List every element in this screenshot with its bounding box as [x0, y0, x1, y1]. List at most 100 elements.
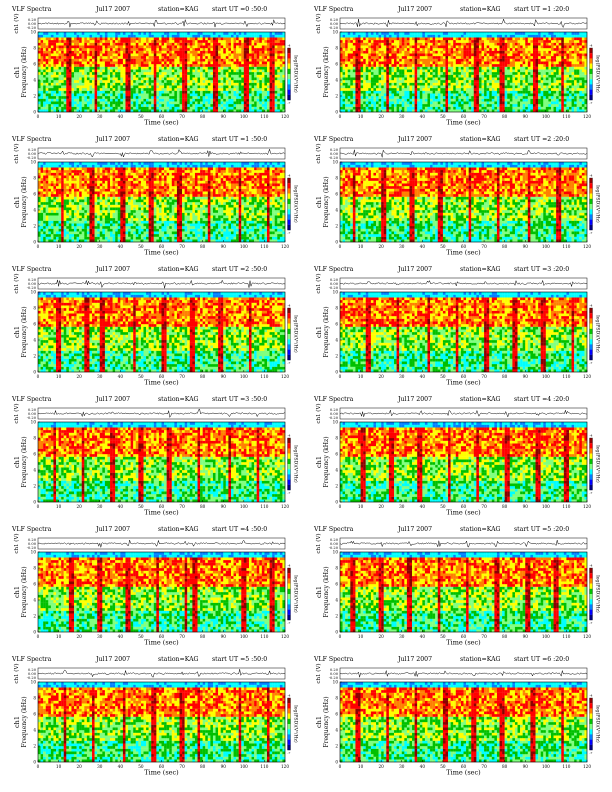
chart-date: Jul17 2007 — [398, 656, 432, 663]
x-tick-label: 30 — [97, 374, 103, 379]
x-tick-label: 60 — [159, 244, 165, 249]
colorbar-tick-label: -7 — [590, 751, 593, 755]
chart-start-time: start UT =3 :20:0 — [514, 266, 569, 273]
trace-axis-label: ch1 (V) — [13, 13, 20, 33]
spectrogram-cells — [38, 422, 286, 503]
spectrogram-cells — [38, 682, 286, 763]
y-tick-label: 8 — [33, 306, 36, 311]
trace-line — [339, 670, 588, 678]
trace-line — [339, 149, 588, 158]
x-tick-label: 120 — [281, 244, 289, 249]
colorbar-tick-label: -7 — [590, 621, 593, 625]
trace-tick-label: 0.20 — [330, 18, 339, 22]
x-tick-label: 90 — [221, 634, 227, 639]
trace-tick-label: 0.00 — [330, 152, 339, 156]
colorbar-tick-label: -4 — [288, 44, 291, 48]
y-tick-label: 2 — [33, 94, 36, 99]
trace-frame — [37, 667, 286, 680]
chart-start-time: start UT =3 :50:0 — [212, 396, 267, 403]
chart-title: VLF Spectra — [12, 526, 51, 533]
colorbar-label: log(PSD)(V²/Hz) — [293, 55, 300, 93]
chart-date: Jul17 2007 — [398, 6, 432, 13]
trace-axis-label: ch1 (V) — [13, 403, 20, 423]
y-tick-label: 10 — [333, 160, 339, 165]
y-tick-label: 0 — [335, 370, 338, 375]
x-tick-label: 30 — [97, 244, 103, 249]
trace-tick-label: 0.00 — [28, 412, 37, 416]
x-tick-label: 120 — [281, 114, 289, 119]
x-tick-label: 0 — [339, 504, 342, 509]
x-tick-label: 80 — [502, 374, 508, 379]
colorbar — [287, 308, 291, 361]
x-tick-label: 120 — [583, 634, 591, 639]
x-tick-label: 10 — [56, 634, 62, 639]
trace-line — [37, 539, 286, 548]
y-tick-label: 8 — [335, 46, 338, 51]
trace-frame — [339, 147, 588, 160]
y-axis-label: Frequency (kHz) — [323, 306, 330, 357]
chart-date: Jul17 2007 — [398, 266, 432, 273]
x-tick-label: 110 — [260, 114, 268, 119]
y-tick-label: 4 — [33, 78, 36, 83]
y-tick-label: 2 — [335, 94, 338, 99]
y-axis-label: Frequency (kHz) — [323, 696, 330, 747]
x-tick-label: 70 — [179, 504, 185, 509]
chart-title: VLF Spectra — [12, 656, 51, 663]
panel-title-row: VLF Spectra Jul17 2007 station=KAG start UT… — [12, 396, 287, 405]
trace-tick-label: 0.00 — [28, 282, 37, 286]
channel-label: ch1 — [13, 456, 21, 468]
trace-tick-label: 0.00 — [28, 672, 37, 676]
chart-date: Jul17 2007 — [398, 396, 432, 403]
x-axis-label: Time (sec) — [144, 509, 179, 517]
colorbar-tick-label: -4 — [590, 304, 593, 308]
trace-line — [339, 539, 588, 548]
y-tick-label: 4 — [33, 208, 36, 213]
spectra-panel: VLF Spectra Jul17 2007 station=KAG start UT… — [0, 656, 300, 780]
x-tick-label: 100 — [542, 634, 550, 639]
x-tick-label: 30 — [97, 634, 103, 639]
trace-axis-label: ch1 (V) — [315, 273, 322, 293]
x-tick-label: 0 — [37, 764, 40, 769]
x-tick-label: 100 — [542, 374, 550, 379]
trace-tick-label: 0.00 — [28, 152, 37, 156]
x-tick-label: 100 — [240, 634, 248, 639]
y-tick-label: 6 — [335, 62, 338, 67]
x-tick-label: 30 — [97, 504, 103, 509]
trace-tick-label: 0.20 — [330, 538, 339, 542]
trace-frame — [339, 537, 588, 550]
x-tick-label: 50 — [138, 634, 144, 639]
x-tick-label: 100 — [542, 244, 550, 249]
x-tick-label: 50 — [440, 504, 446, 509]
colorbar — [287, 178, 291, 231]
x-tick-label: 90 — [221, 764, 227, 769]
y-axis-label: Frequency (kHz) — [323, 436, 330, 487]
panel-title-row: VLF Spectra Jul17 2007 station=KAG start UT… — [12, 266, 287, 275]
trace-axis-label: ch1 (V) — [13, 143, 20, 163]
x-tick-label: 110 — [260, 244, 268, 249]
channel-label: ch1 — [13, 66, 21, 78]
trace-line — [339, 18, 588, 28]
x-tick-label: 90 — [221, 374, 227, 379]
y-tick-label: 4 — [33, 598, 36, 603]
x-tick-label: 100 — [542, 764, 550, 769]
y-tick-label: 0 — [33, 110, 36, 115]
y-tick-label: 8 — [33, 46, 36, 51]
x-tick-label: 120 — [281, 634, 289, 639]
x-tick-label: 10 — [358, 764, 364, 769]
colorbar-label: log(PSD)(V²/Hz) — [293, 575, 300, 613]
y-axis-label: Frequency (kHz) — [21, 306, 28, 357]
y-tick-label: 6 — [33, 452, 36, 457]
panel-title-row: VLF Spectra Jul17 2007 station=KAG start UT… — [314, 396, 589, 405]
x-tick-label: 30 — [399, 504, 405, 509]
channel-label: ch1 — [13, 716, 21, 728]
spectrogram-cells — [340, 422, 588, 503]
y-tick-label: 10 — [333, 680, 339, 685]
trace-tick-label: 0.20 — [330, 408, 339, 412]
channel-label: ch1 — [13, 326, 21, 338]
x-tick-label: 70 — [179, 114, 185, 119]
chart-date: Jul17 2007 — [96, 526, 130, 533]
